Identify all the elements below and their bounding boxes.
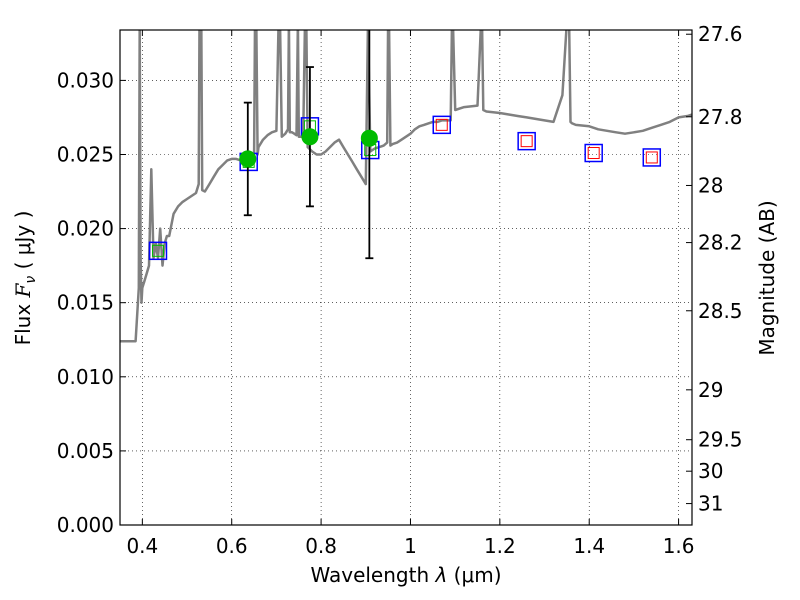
x-tick-label: 1.2 (484, 534, 516, 558)
y-tick-label: 0.015 (57, 291, 114, 315)
inner-band-square (151, 244, 164, 257)
y2-tick-label: 28.2 (698, 231, 743, 255)
sed-model-line (120, 30, 692, 343)
model-band-square (148, 241, 168, 261)
y2-tick-label: 27.8 (698, 105, 743, 129)
observed-point (301, 128, 319, 146)
observed-point (239, 150, 257, 168)
plot-background (120, 30, 692, 525)
x-tick-label: 0.4 (126, 534, 158, 558)
photometry-markers (148, 30, 662, 261)
x-tick-label: 0.6 (216, 534, 248, 558)
x-axis-label: Wavelength λ (μm) (310, 563, 501, 587)
y2-tick-label: 31 (698, 492, 723, 516)
x-axis-label-suffix: (μm) (447, 563, 501, 587)
sed-model-curve (120, 30, 692, 343)
y-axis-label-suffix: ( μJy ) (11, 211, 35, 276)
x-tick-label: 1 (404, 534, 417, 558)
axis-ticks: 0.4 0.6 0.8 1 1.2 1.4 1.6 0.000 0.005 0.010 0.015 0… (57, 22, 743, 558)
y2-axis-label: Magnitude (AB) (755, 200, 779, 355)
y-axis-label: Flux Fν ( μJy ) (11, 211, 39, 346)
y-tick-label: 0.020 (57, 217, 114, 241)
y-tick-label: 0.010 (57, 365, 114, 389)
y2-tick-label: 28.5 (698, 299, 743, 323)
y-axis-label-subscript: ν (23, 276, 39, 284)
model-band-square (432, 115, 451, 135)
model-band-square (642, 148, 662, 167)
inner-band-square (520, 135, 533, 148)
y-tick-label: 0.025 (57, 142, 114, 166)
x-tick-label: 0.8 (305, 534, 337, 558)
model-band-square (584, 143, 603, 163)
x-axis-label-prefix: Wavelength (310, 563, 435, 587)
y2-tick-label: 27.6 (698, 22, 743, 46)
plot-frame (119, 29, 693, 526)
model-band-square (517, 131, 536, 151)
y-tick-label: 0.000 (57, 513, 114, 537)
y2-tick-label: 28 (698, 173, 723, 197)
y-tick-label: 0.030 (57, 68, 114, 92)
y-tick-label: 0.005 (57, 439, 114, 463)
inner-band-square (645, 151, 658, 164)
y2-tick-label: 29.5 (698, 428, 743, 452)
y2-tick-label: 29 (698, 378, 723, 402)
inner-band-square (435, 118, 448, 131)
y-axis-label-prefix: Flux (11, 297, 35, 345)
x-tick-label: 1.6 (663, 534, 695, 558)
y2-tick-label: 30 (698, 459, 723, 483)
x-axis-label-symbol: λ (434, 563, 447, 587)
x-tick-label: 1.4 (573, 534, 605, 558)
y-axis-label-symbol: F (11, 282, 35, 298)
inner-band-square (587, 147, 600, 160)
observed-point (360, 129, 378, 147)
